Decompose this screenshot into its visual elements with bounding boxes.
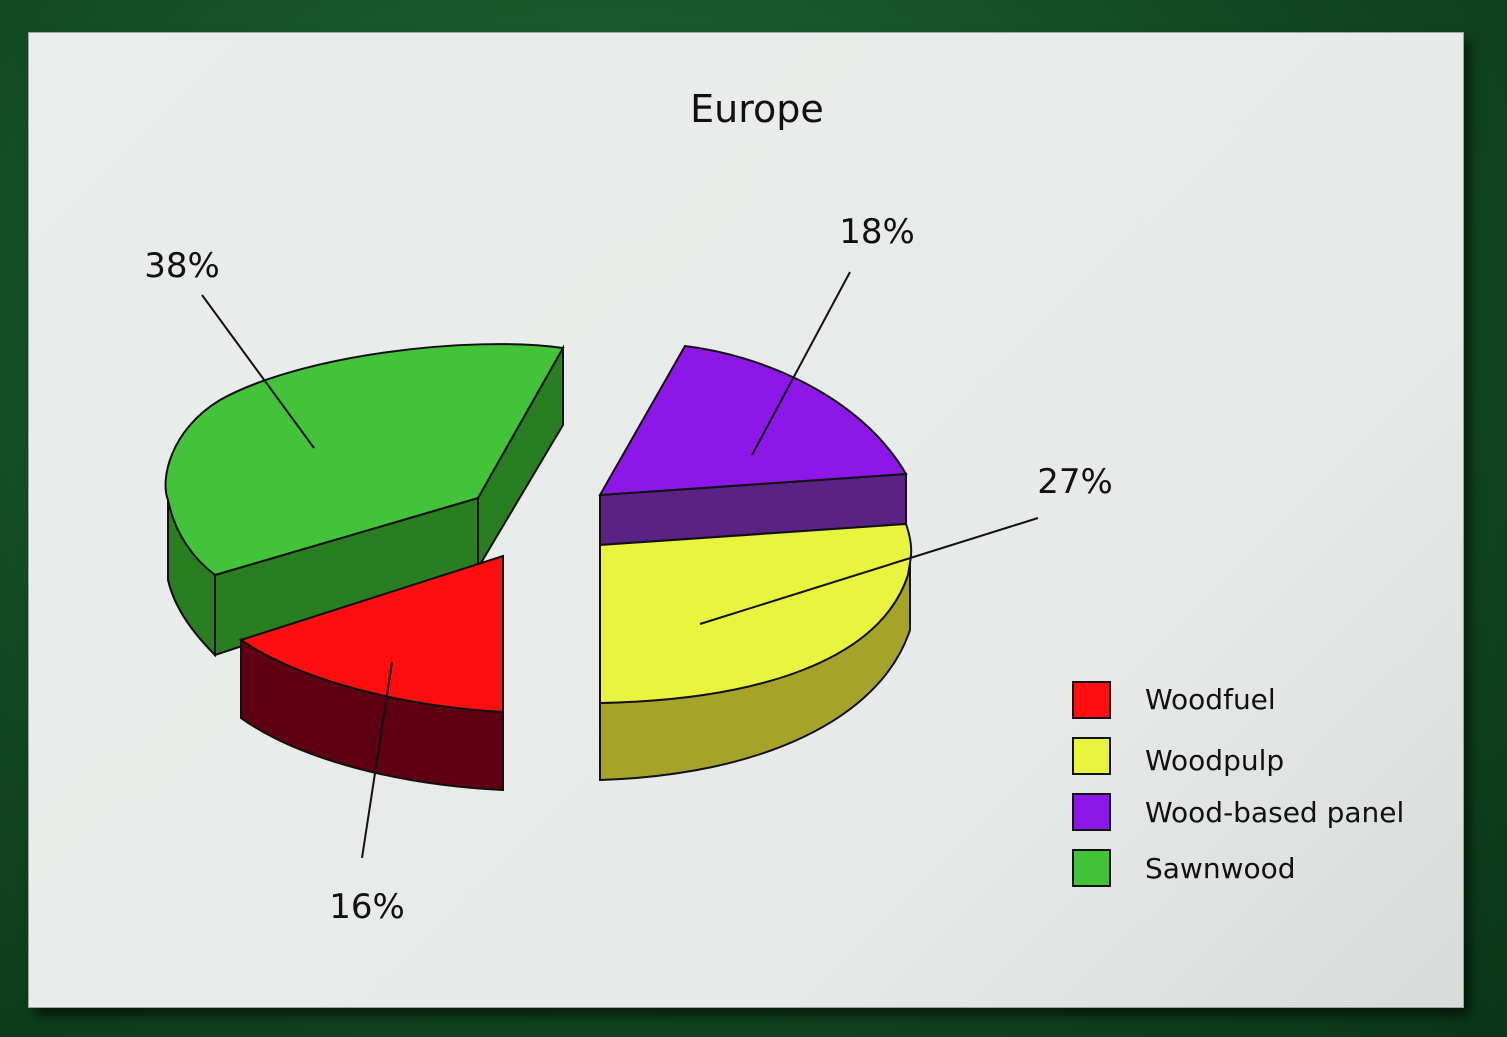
chart-title: Europe <box>690 87 824 131</box>
wood-based-panel-slice <box>598 344 908 497</box>
woodfuel-leader-line <box>361 661 393 859</box>
wood-based-panel-value-label: 18% <box>839 212 915 252</box>
legend-label-wood-based-panel: Wood-based panel <box>1145 796 1404 829</box>
legend-label-woodfuel: Woodfuel <box>1145 683 1276 716</box>
leader-lines <box>201 271 1039 859</box>
legend-swatch-wood-based-panel <box>1072 793 1111 831</box>
legend-swatch-woodpulp <box>1072 737 1111 775</box>
legend-label-sawnwood: Sawnwood <box>1145 852 1296 885</box>
woodpulp-leader-line <box>699 517 1039 625</box>
wood-based-panel-leader-line <box>751 271 851 456</box>
legend-label-woodpulp: Woodpulp <box>1145 744 1284 777</box>
woodfuel-value-label: 16% <box>329 887 405 927</box>
legend-swatch-woodfuel <box>1072 681 1111 719</box>
woodfuel-slice <box>238 554 504 714</box>
pie-slices-top <box>164 343 913 714</box>
woodpulp-slice <box>599 522 913 705</box>
sawnwood-slice <box>164 343 565 577</box>
legend-swatch-sawnwood <box>1072 849 1111 887</box>
sawnwood-leader-line <box>201 294 315 449</box>
woodpulp-value-label: 27% <box>1037 462 1113 502</box>
sawnwood-value-label: 38% <box>144 246 220 286</box>
legend: Woodfuel Woodpulp Wood-based panel Sawnw… <box>1072 681 1404 887</box>
pie-slices-3d <box>167 344 911 792</box>
